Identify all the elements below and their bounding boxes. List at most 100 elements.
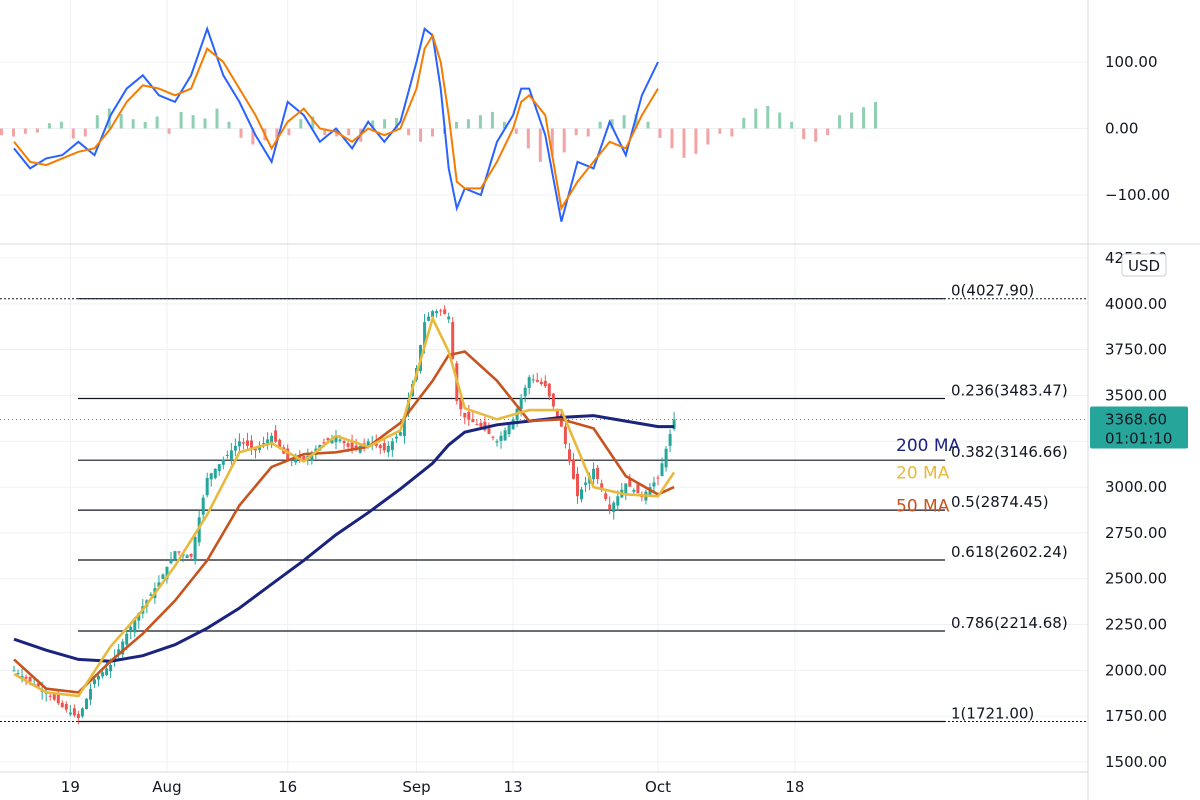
candle-body <box>608 504 612 510</box>
candle-body <box>274 430 278 442</box>
candle-body <box>213 468 217 478</box>
histogram-bar <box>227 121 231 129</box>
histogram-bar <box>754 108 758 129</box>
histogram-bar <box>658 128 662 138</box>
histogram-bar <box>682 128 686 158</box>
moving-averages: 200 MA 50 MA 20 MA <box>13 314 961 698</box>
histogram-bar <box>742 117 746 129</box>
price-tick-label: 3500.00 <box>1105 386 1167 404</box>
histogram-bar <box>167 128 171 134</box>
histogram-bar <box>191 115 195 129</box>
candle-body <box>68 712 72 715</box>
histogram-bar <box>826 128 830 136</box>
candle-body <box>483 421 487 431</box>
candle-body <box>209 473 213 480</box>
candle-body <box>616 496 620 506</box>
osc-tick-label: −100.00 <box>1105 186 1170 204</box>
candle-body <box>278 439 282 448</box>
candle-body <box>503 430 507 441</box>
ma-label: 200 MA <box>896 436 961 456</box>
candle-body <box>491 436 495 438</box>
candle-body <box>270 435 274 445</box>
histogram-bar <box>95 115 99 129</box>
candle-body <box>137 613 141 621</box>
candle-body <box>322 442 326 444</box>
histogram-bar <box>323 128 327 136</box>
candle-body <box>205 477 209 496</box>
candle-body <box>378 444 382 449</box>
candle-body <box>664 448 668 468</box>
price-tick-label: 2750.00 <box>1105 524 1167 542</box>
candle-body <box>402 416 406 437</box>
histogram-bar <box>838 115 842 129</box>
candle-body <box>423 322 427 347</box>
candle-body <box>346 443 350 447</box>
candle-body <box>64 704 68 710</box>
price-tick-label: 2500.00 <box>1105 570 1167 588</box>
candle-body <box>80 708 84 717</box>
histogram-bar <box>0 128 3 136</box>
candle-body <box>495 441 499 443</box>
candle-body <box>189 554 193 557</box>
candle-body <box>76 714 80 718</box>
candle-body <box>225 455 229 456</box>
candle-body <box>36 683 40 687</box>
histogram-bar <box>203 118 207 129</box>
histogram-bar <box>455 121 458 129</box>
ma-line-200-ma <box>13 414 675 663</box>
histogram-bar <box>407 128 411 136</box>
candle-body <box>193 537 197 561</box>
histogram-bar <box>251 128 255 145</box>
candle-body <box>101 672 105 677</box>
candle-body <box>652 482 656 487</box>
candle-body <box>221 459 225 465</box>
fib-label: 0.236(3483.47) <box>951 381 1068 399</box>
histogram-bar <box>478 115 482 129</box>
candle-body <box>266 439 270 444</box>
candle-body <box>463 412 467 418</box>
histogram-bar <box>490 111 494 129</box>
time-tick-label: 18 <box>785 778 804 796</box>
price-tick-label: 2250.00 <box>1105 616 1167 634</box>
candle-body <box>16 673 20 675</box>
candle-body <box>439 310 443 312</box>
candle-body <box>250 440 253 449</box>
candle-body <box>93 679 96 685</box>
histogram-bar <box>694 128 698 154</box>
candle-body <box>354 445 358 449</box>
candle-body <box>523 387 527 397</box>
histogram-bar <box>59 121 63 129</box>
candle-body <box>129 626 133 632</box>
candle-body <box>125 633 129 645</box>
histogram-bar <box>383 119 387 129</box>
candle-body <box>632 489 636 492</box>
candle-body <box>527 377 531 388</box>
candle-body <box>24 676 28 679</box>
candle-body <box>229 450 233 460</box>
candle-body <box>660 463 664 477</box>
candle-body <box>362 443 366 445</box>
histogram-bar <box>706 128 710 145</box>
candle-body <box>342 441 346 444</box>
histogram-bar <box>299 119 303 129</box>
histogram-bar <box>311 116 315 129</box>
candle-body <box>551 393 555 407</box>
histogram-bar <box>419 128 423 142</box>
histogram-bar <box>766 105 770 129</box>
osc-tick-label: 100.00 <box>1105 53 1158 71</box>
fib-label: 0.382(3146.66) <box>951 443 1068 461</box>
candle-body <box>584 482 588 485</box>
candle-body <box>298 455 302 460</box>
ma-label: 50 MA <box>896 496 950 516</box>
price-tick-label: 1750.00 <box>1105 707 1167 725</box>
candle-body <box>52 694 56 700</box>
oscillator-panel <box>0 25 877 222</box>
candle-body <box>648 487 652 497</box>
candle-body <box>286 448 290 460</box>
candle-body <box>28 676 32 682</box>
candle-body <box>161 574 165 579</box>
time-tick-label: 16 <box>278 778 297 796</box>
histogram-bar <box>646 121 650 129</box>
candle-body <box>563 426 567 444</box>
